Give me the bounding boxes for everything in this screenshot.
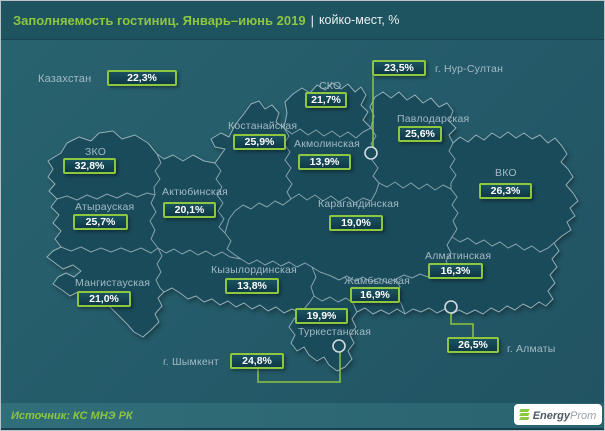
value-akmola: 13,9% <box>309 156 340 168</box>
region-label-shymkent: г. Шымкент <box>163 356 219 368</box>
title-bar: Заполняемость гостиниц. Январь–июнь 2019… <box>1 1 604 40</box>
country-label: Казахстан <box>38 73 92 85</box>
value-box-sko: 21,7% <box>305 92 347 108</box>
region-label-akmola: Акмолинская <box>294 138 361 150</box>
value-zhambyl: 16,9% <box>360 289 390 301</box>
value-karaganda: 19,0% <box>341 217 371 229</box>
value-nur-sultan: 23,5% <box>384 62 414 74</box>
region-label-nur-sultan: г. Нур-Султан <box>435 63 504 75</box>
value-box-turkestan: 19,9% <box>295 308 348 324</box>
region-label-turkestan: Туркестанская <box>298 326 372 338</box>
region-label-kostanay: Костанайская <box>228 120 298 132</box>
country-value: 22,3% <box>127 72 157 84</box>
region-label-aktobe: Актюбинская <box>162 186 228 198</box>
region-label-pavlodar: Павлодарская <box>397 113 470 125</box>
value-box-karaganda: 19,0% <box>329 215 383 231</box>
value-vko: 26,3% <box>490 185 521 197</box>
value-turkestan: 19,9% <box>306 310 337 322</box>
value-box-zhambyl: 16,9% <box>350 287 400 303</box>
value-box-nur-sultan: 23,5% <box>372 60 426 76</box>
value-almaty-obl: 16,3% <box>440 265 471 277</box>
value-box-aktobe: 20,1% <box>163 202 216 218</box>
value-box-kyzylorda: 13,8% <box>225 278 279 294</box>
city-marker-almaty <box>444 300 458 314</box>
region-label-zko: ЗКО <box>85 146 107 158</box>
region-label-karaganda: Карагандинская <box>318 198 400 210</box>
region-label-sko: СКО <box>319 80 342 92</box>
value-box-vko: 26,3% <box>479 183 532 199</box>
region-label-almaty-obl: Алматинская <box>425 250 492 262</box>
title-units: койко-мест, % <box>318 13 400 27</box>
energyprom-icon <box>519 409 530 420</box>
source-text: Источник: КС МНЭ РК <box>11 409 133 422</box>
value-atyrau: 25,7% <box>85 216 116 228</box>
value-box-almaty-obl: 16,3% <box>428 263 483 279</box>
energyprom-logo: EnergyProm <box>514 404 602 425</box>
value-pavlodar: 25,6% <box>405 128 435 140</box>
city-marker-shymkent <box>332 339 346 353</box>
value-box-atyrau: 25,7% <box>73 214 128 230</box>
value-sko: 21,7% <box>311 94 341 106</box>
logo-text-light: Prom <box>570 409 597 422</box>
country-value-box: 22,3% <box>107 70 177 86</box>
logo-text-bold: Energy <box>532 409 570 422</box>
value-box-akmola: 13,9% <box>298 154 351 170</box>
leader-line-almaty-city <box>450 313 474 337</box>
value-shymkent: 24,8% <box>242 355 272 367</box>
source-bar: Источник: КС МНЭ РК <box>1 403 604 428</box>
value-box-almaty-city: 26,5% <box>447 337 499 353</box>
value-box-shymkent: 24,8% <box>230 353 284 369</box>
value-box-zko: 32,8% <box>63 158 116 174</box>
title-separator: | <box>310 12 314 28</box>
region-label-almaty-city: г. Алматы <box>507 343 556 355</box>
value-box-kostanay: 25,9% <box>233 134 286 150</box>
value-kyzylorda: 13,8% <box>237 280 267 292</box>
bottom-strip <box>1 428 604 430</box>
value-mangystau: 21,0% <box>89 293 119 305</box>
region-label-atyrau: Атырауская <box>75 201 135 213</box>
page-title: Заполняемость гостиниц. Январь–июнь 2019 <box>13 12 306 28</box>
value-aktobe: 20,1% <box>174 204 205 216</box>
region-label-kyzylorda: Кызылординская <box>211 264 297 276</box>
value-box-pavlodar: 25,6% <box>398 126 442 142</box>
region-label-mangystau: Мангистауская <box>75 277 151 289</box>
value-zko: 32,8% <box>74 160 105 172</box>
city-marker-nur-sultan <box>364 146 378 160</box>
value-kostanay: 25,9% <box>244 136 275 148</box>
value-box-mangystau: 21,0% <box>77 291 131 307</box>
region-label-vko: ВКО <box>495 167 517 179</box>
value-almaty-city: 26,5% <box>458 339 488 351</box>
region-label-zhambyl: Жамбылская <box>344 275 411 287</box>
